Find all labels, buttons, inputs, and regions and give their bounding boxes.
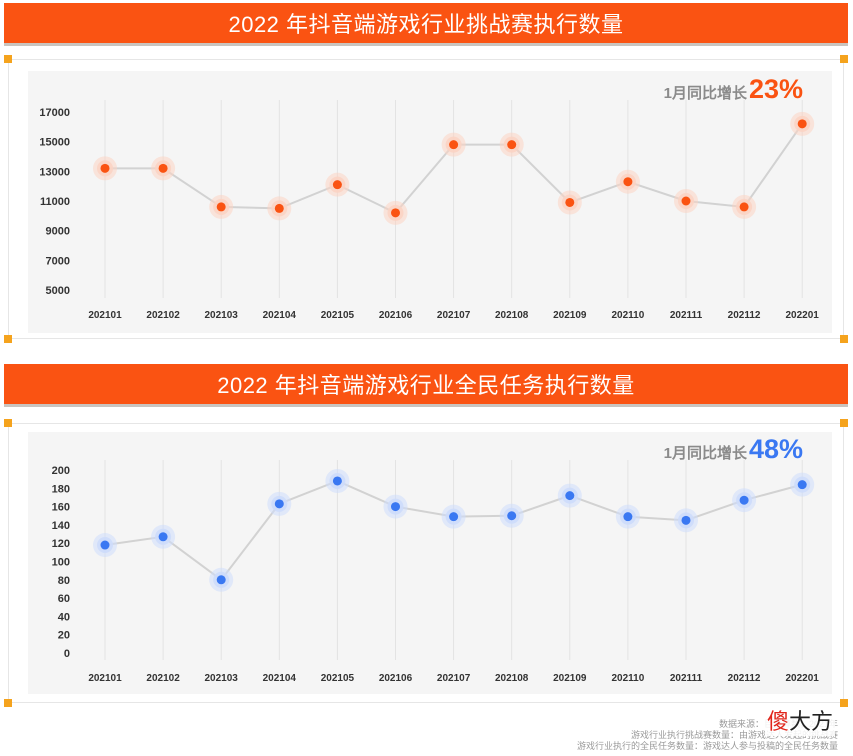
y-tick-label: 11000 [40,196,70,208]
data-point [274,203,284,213]
data-point [565,491,575,501]
y-tick-label: 80 [58,575,70,587]
x-tick-label: 202111 [670,310,703,321]
corner-marker [4,55,12,63]
data-point [623,512,633,522]
y-tick-label: 7000 [46,255,70,267]
data-point [274,499,284,509]
x-tick-label: 202112 [728,310,761,321]
data-point [681,515,691,525]
source-line: 游戏行业执行的全民任务数量：游戏达人参与投稿的全民任务数量 [576,741,838,751]
x-tick-label: 202201 [786,673,820,684]
x-tick-label: 202103 [205,673,239,684]
data-point [565,197,575,207]
x-tick-label: 202109 [553,310,587,321]
growth-value: 23% [748,74,803,104]
data-point [158,163,168,173]
data-point [797,480,807,490]
x-tick-label: 202102 [146,673,180,684]
x-tick-label: 202104 [263,673,297,684]
y-tick-label: 5000 [46,285,70,297]
x-tick-label: 202104 [263,310,297,321]
data-point [797,119,807,129]
x-tick-label: 202105 [321,673,355,684]
data-point [681,196,691,206]
growth-callout: 1月同比增长 23% [664,74,803,105]
x-tick-label: 202103 [205,310,239,321]
x-tick-label: 202112 [728,673,761,684]
chart-title-tasks: 2022 年抖音端游戏行业全民任务执行数量 [4,364,848,404]
y-tick-label: 9000 [46,226,70,238]
y-tick-label: 100 [52,557,70,569]
y-tick-label: 13000 [39,166,70,178]
y-tick-label: 40 [58,611,70,623]
x-tick-label: 202111 [670,673,703,684]
y-tick-label: 60 [58,593,70,605]
corner-marker [4,699,12,707]
y-tick-label: 20 [58,630,70,642]
y-tick-label: 140 [52,520,70,532]
x-tick-label: 202101 [88,310,122,321]
data-point [449,140,459,150]
x-tick-label: 202101 [88,673,122,684]
y-tick-label: 200 [52,465,70,477]
x-tick-label: 202107 [437,310,471,321]
watermark-logo: 傻大方 [764,704,835,736]
data-point [100,163,110,173]
data-point [158,532,168,542]
logo-rest: 大方 [788,710,833,735]
data-point [623,177,633,187]
data-point [739,495,749,505]
chart-title-challenges: 2022 年抖音端游戏行业挑战赛执行数量 [4,3,848,43]
growth-value: 48% [748,434,803,464]
x-tick-label: 202102 [146,310,180,321]
y-tick-label: 17000 [39,107,70,119]
x-tick-label: 202107 [437,673,471,684]
growth-callout: 1月同比增长 48% [664,434,803,465]
corner-marker [4,419,12,427]
data-point [391,502,400,512]
x-tick-label: 202108 [495,310,529,321]
data-point [507,140,517,150]
x-tick-label: 202201 [786,310,820,321]
source-line: 游戏行业执行挑战赛数量：由游戏达人发起的挑战赛 [630,730,838,740]
data-point [332,476,342,486]
x-tick-label: 202106 [379,673,413,684]
x-tick-label: 202105 [321,310,355,321]
chart-title-text: 2022 年抖音端游戏行业挑战赛执行数量 [228,12,624,37]
y-tick-label: 0 [64,648,70,660]
data-point [100,540,110,550]
data-point [739,202,749,212]
x-tick-label: 202106 [379,310,413,321]
data-point [332,180,342,190]
corner-marker [840,55,848,63]
growth-label: 1月同比增长 [663,445,747,462]
chart-title-text: 2022 年抖音端游戏行业全民任务执行数量 [217,373,635,398]
data-point [449,512,459,522]
y-tick-label: 160 [52,502,70,514]
y-tick-label: 120 [52,538,70,550]
x-tick-label: 202110 [611,310,644,321]
logo-accent: 傻 [766,710,789,735]
corner-marker [840,335,848,343]
y-tick-label: 180 [52,483,70,495]
corner-marker [840,699,848,707]
data-point [507,511,517,521]
x-tick-label: 202110 [611,673,644,684]
y-tick-label: 15000 [39,137,70,149]
data-point [216,575,226,585]
data-point [391,208,400,218]
corner-marker [840,419,848,427]
data-point [216,202,226,212]
growth-label: 1月同比增长 [663,85,747,102]
plot-background [28,432,832,694]
x-tick-label: 202109 [553,673,587,684]
corner-marker [4,335,12,343]
x-tick-label: 202108 [495,673,529,684]
